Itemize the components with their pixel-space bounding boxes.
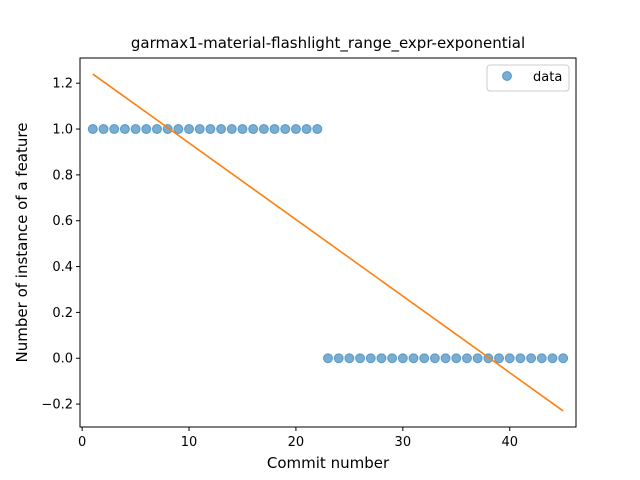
- data-point-44: [558, 353, 569, 364]
- y-axis-label: Number of instance of a feature: [13, 123, 31, 363]
- trend-line: [92, 73, 564, 412]
- y-tick-label-2: 0.2: [52, 306, 73, 321]
- data-point-10: [194, 124, 205, 135]
- data-point-19: [290, 124, 301, 135]
- y-tick-label-0: −0.2: [41, 398, 73, 413]
- y-tick-label-4: 0.6: [52, 214, 73, 229]
- data-point-1: [98, 124, 109, 135]
- x-tick-label-0: 0: [78, 435, 86, 450]
- plot-area: [87, 73, 569, 412]
- data-point-40: [515, 353, 526, 364]
- data-point-23: [333, 353, 344, 364]
- axis-ticks: 0 10 20 30 40 −0.2 0.0 0.2 0.4 0.6 0.8 1.0 1.2: [41, 77, 518, 450]
- data-point-25: [355, 353, 366, 364]
- data-point-2: [109, 124, 120, 135]
- data-point-32: [429, 353, 440, 364]
- data-point-5: [141, 124, 152, 135]
- legend-label-data: data: [533, 70, 562, 85]
- data-point-3: [119, 124, 130, 135]
- data-point-28: [387, 353, 398, 364]
- data-point-14: [237, 124, 248, 135]
- data-point-13: [226, 124, 237, 135]
- x-tick-label-3: 30: [395, 435, 412, 450]
- y-tick-label-7: 1.2: [52, 77, 73, 92]
- data-point-16: [258, 124, 269, 135]
- data-point-29: [397, 353, 408, 364]
- data-point-22: [323, 353, 333, 364]
- data-point-31: [419, 353, 430, 364]
- data-point-26: [365, 353, 376, 364]
- data-point-38: [494, 353, 505, 364]
- y-tick-label-6: 1.0: [52, 123, 73, 138]
- y-tick-label-1: 0.0: [52, 352, 73, 367]
- chart-title: garmax1-material-flashlight_range_expr-e…: [131, 34, 525, 53]
- data-point-27: [376, 353, 387, 364]
- data-point-0: [87, 124, 98, 135]
- data-point-42: [536, 353, 547, 364]
- data-point-43: [547, 353, 558, 364]
- legend: data: [486, 64, 570, 92]
- data-point-12: [216, 124, 227, 135]
- y-tick-label-3: 0.4: [52, 260, 73, 275]
- x-tick-label-1: 10: [181, 435, 198, 450]
- x-axis-label: Commit number: [267, 454, 390, 472]
- data-point-35: [461, 353, 472, 364]
- data-point-33: [440, 353, 451, 364]
- data-point-11: [205, 124, 216, 135]
- data-point-36: [472, 353, 483, 364]
- data-point-4: [130, 124, 141, 135]
- data-point-34: [451, 353, 462, 364]
- axes-frame: [79, 57, 577, 428]
- data-point-21: [312, 124, 323, 135]
- data-point-30: [408, 353, 419, 364]
- data-point-9: [184, 124, 195, 135]
- data-point-18: [280, 124, 291, 135]
- x-tick-label-4: 40: [501, 435, 518, 450]
- data-point-20: [301, 124, 312, 135]
- legend-marker-data: [502, 71, 512, 81]
- data-point-6: [151, 124, 162, 135]
- data-point-8: [173, 124, 184, 135]
- data-point-24: [344, 353, 355, 364]
- x-tick-label-2: 20: [288, 435, 305, 450]
- data-point-39: [504, 353, 515, 364]
- data-point-17: [269, 124, 280, 135]
- data-point-41: [526, 353, 537, 364]
- y-tick-label-5: 0.8: [52, 168, 73, 183]
- data-point-15: [248, 124, 259, 135]
